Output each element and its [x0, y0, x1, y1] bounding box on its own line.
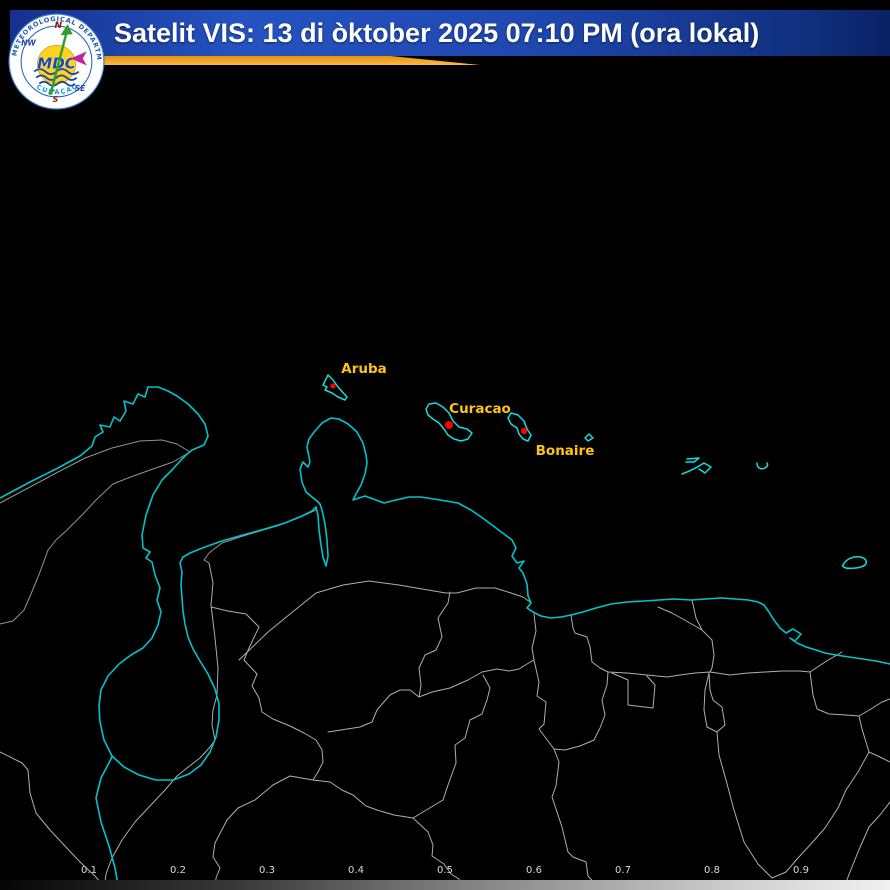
- las-aves-islets: [681, 462, 712, 475]
- scale-tick: 0.9: [793, 865, 809, 876]
- mdc-logo: METEOROLOGICAL DEPARTMENT CURAÇAO MDC N …: [8, 13, 105, 110]
- scale-tick: 0.3: [259, 865, 275, 876]
- coastline-mainland: [0, 386, 890, 890]
- bonaire-island: [507, 412, 532, 442]
- scale-tick: 0.8: [704, 865, 720, 876]
- political-boundaries: [0, 439, 890, 890]
- compass-n: N: [54, 21, 62, 31]
- scale-tick: 0.7: [615, 865, 631, 876]
- aruba-marker: [330, 383, 336, 389]
- island-markers: [330, 383, 528, 435]
- scale-tick: 0.5: [437, 865, 453, 876]
- compass-nw: NW: [21, 38, 36, 47]
- bonaire-marker: [520, 427, 528, 435]
- scale-tick: 0.2: [170, 865, 186, 876]
- orange-accent-stripe: [10, 56, 480, 65]
- island-labels: Aruba Curacao Bonaire: [340, 360, 596, 461]
- coastline-islands: [322, 374, 868, 570]
- bonaire-label: Bonaire: [536, 443, 595, 459]
- los-roques-islet: [756, 462, 769, 470]
- curacao-marker: [445, 421, 453, 429]
- compass-se: SE: [75, 84, 86, 93]
- scale-tick: 0.1: [81, 865, 97, 876]
- scale-tick: 0.6: [526, 865, 542, 876]
- compass-arrow-icon: [47, 24, 73, 96]
- aruba-label: Aruba: [341, 361, 387, 377]
- curacao-label: Curacao: [449, 401, 511, 417]
- title-bar: Satelit VIS: 13 di òktober 2025 07:10 PM…: [10, 10, 890, 56]
- scale-tick: 0.4: [348, 865, 364, 876]
- aruba-island: [322, 374, 348, 401]
- pennant-icon: [70, 51, 87, 66]
- klein-bonaire-island: [584, 433, 594, 442]
- compass-s: S: [52, 94, 58, 104]
- grayscale-gradient-bar: [0, 880, 890, 890]
- la-orchila-islet: [841, 556, 868, 570]
- page-title: Satelit VIS: 13 di òktober 2025 07:10 PM…: [114, 18, 760, 48]
- curacao-island: [425, 402, 473, 442]
- logo-monogram: MDC: [37, 55, 76, 73]
- las-aves-islets: [685, 457, 700, 463]
